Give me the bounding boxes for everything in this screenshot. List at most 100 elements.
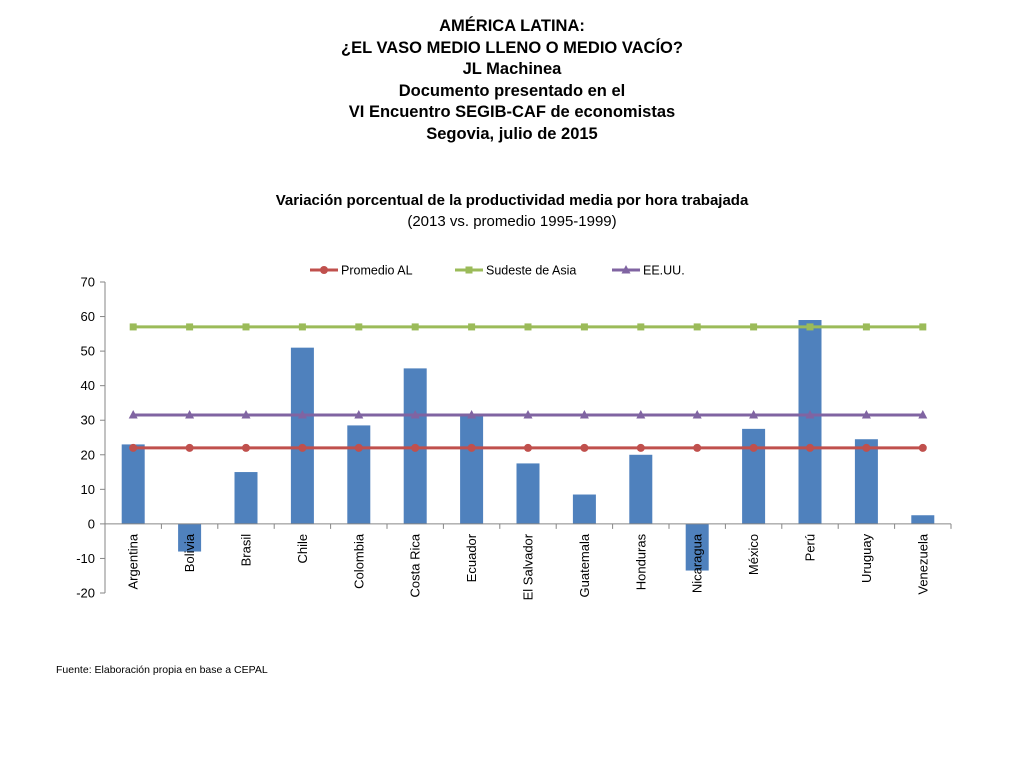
x-tick-label: El Salvador <box>521 533 536 600</box>
series-point <box>129 443 138 452</box>
series-point <box>862 323 870 331</box>
x-tick-label: Venezuela <box>915 533 930 594</box>
x-tick-label: México <box>746 534 761 575</box>
series-point <box>185 443 194 452</box>
bar <box>854 439 878 524</box>
series-point <box>241 410 251 419</box>
series-point <box>185 410 195 419</box>
bar <box>347 425 371 524</box>
series-point <box>468 323 476 331</box>
series-point <box>467 443 476 452</box>
legend-label: Promedio AL <box>341 264 413 278</box>
series-point <box>298 443 307 452</box>
series-point <box>750 323 758 331</box>
x-tick-label: Honduras <box>633 533 648 590</box>
y-tick-label: 50 <box>81 344 95 359</box>
series-point <box>242 323 250 331</box>
series-point <box>524 323 532 331</box>
bar <box>121 444 145 524</box>
x-tick-label: Argentina <box>126 533 141 589</box>
bar <box>685 523 709 571</box>
series-point <box>636 410 646 419</box>
series-point <box>749 443 758 452</box>
series-point <box>918 443 927 452</box>
legend-marker <box>621 265 631 274</box>
series-point <box>918 410 928 419</box>
y-tick-label: 0 <box>88 516 95 531</box>
y-tick-label: 20 <box>81 447 95 462</box>
bar <box>178 523 202 552</box>
bar <box>629 454 653 524</box>
series-point <box>805 410 815 419</box>
y-tick-label: 10 <box>81 482 95 497</box>
series-point <box>580 323 588 331</box>
y-tick-label: 70 <box>81 275 95 290</box>
bar <box>290 347 314 524</box>
y-tick-label: -20 <box>76 586 95 601</box>
y-tick-label: 60 <box>81 309 95 324</box>
x-tick-label: Brasil <box>239 534 254 567</box>
series-point <box>861 410 871 419</box>
header-line: Documento presentado en el <box>398 81 626 100</box>
series-point <box>128 410 138 419</box>
series-point <box>129 323 137 331</box>
series-point <box>579 410 589 419</box>
series-point <box>693 323 701 331</box>
x-tick-label: Colombia <box>351 533 366 589</box>
legend-marker <box>465 266 473 274</box>
header-line: Segovia, julio de 2015 <box>426 124 598 143</box>
header-line: VI Encuentro SEGIB-CAF de economistas <box>348 103 676 122</box>
series-point <box>692 410 702 419</box>
legend-label: Sudeste de Asia <box>486 264 576 278</box>
series-point <box>354 443 363 452</box>
header-line: ¿EL VASO MEDIO LLENO O MEDIO VACÍO? <box>341 38 683 57</box>
series-point <box>580 443 589 452</box>
series-point <box>467 410 477 419</box>
series-point <box>919 323 927 331</box>
bar <box>516 463 540 524</box>
header-line: JL Machinea <box>462 60 562 79</box>
bar <box>742 428 766 524</box>
series-point <box>354 410 364 419</box>
y-tick-label: 30 <box>81 413 95 428</box>
x-tick-label: Guatemala <box>577 533 592 597</box>
bar <box>798 320 822 524</box>
x-tick-label: Ecuador <box>464 533 479 582</box>
series-point <box>297 410 307 419</box>
series-point <box>523 410 533 419</box>
header-line: AMÉRICA LATINA: <box>439 17 585 35</box>
document-header: AMÉRICA LATINA: ¿EL VASO MEDIO LLENO O M… <box>0 16 1024 146</box>
series-point <box>749 410 759 419</box>
series-point <box>186 323 194 331</box>
series-point <box>806 443 814 452</box>
series-point <box>693 443 702 452</box>
y-tick-label: -10 <box>76 551 95 566</box>
chart-title: Variación porcentual de la productividad… <box>275 192 749 209</box>
series-point <box>637 323 645 331</box>
x-tick-label: Bolivia <box>182 533 197 572</box>
x-tick-label: Costa Rica <box>408 533 423 597</box>
legend-label: EE.UU. <box>643 264 685 278</box>
series-point <box>410 410 420 419</box>
x-tick-label: Perú <box>803 534 818 561</box>
bar <box>572 494 596 524</box>
x-tick-label: Uruguay <box>859 533 874 583</box>
bar <box>911 515 935 524</box>
series-point <box>636 443 645 452</box>
bar <box>234 472 258 524</box>
series-point <box>806 323 814 331</box>
series-point <box>862 443 871 452</box>
x-tick-label: Chile <box>295 534 310 564</box>
chart-title-block: Variación porcentual de la productividad… <box>0 190 1024 232</box>
series-point <box>411 443 420 452</box>
bar <box>460 415 484 524</box>
legend-marker <box>320 266 328 274</box>
source-note: Fuente: Elaboración propia en base a CEP… <box>56 664 268 676</box>
series-point <box>355 323 363 331</box>
series-point <box>242 443 250 452</box>
series-point <box>411 323 419 331</box>
series-point <box>524 443 532 452</box>
chart-subtitle: (2013 vs. promedio 1995-1999) <box>407 213 617 230</box>
x-tick-label: Nicaragua <box>690 533 705 593</box>
